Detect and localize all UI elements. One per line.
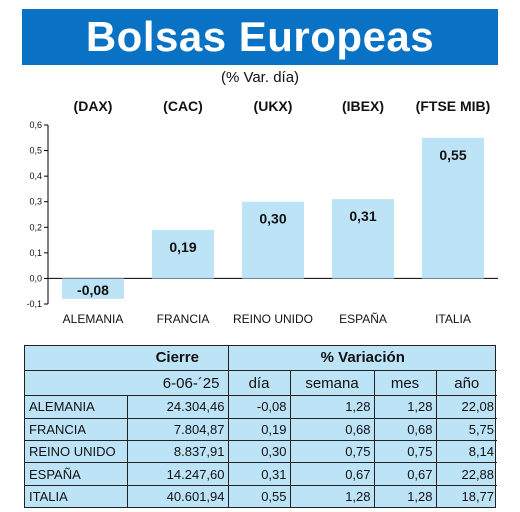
row-dia: 0,31 (227, 462, 290, 486)
y-tick-label: 0,4 (29, 171, 42, 181)
row-ano: 18,77 (435, 485, 498, 507)
table-corner (25, 346, 127, 371)
row-cierre: 8.837,91 (127, 440, 228, 464)
subheader-dia: día (227, 370, 290, 397)
row-name: REINO UNIDO (25, 440, 128, 464)
x-tick-label: ITALIA (435, 312, 471, 326)
row-name: ITALIA (25, 485, 128, 507)
row-cierre: 40.601,94 (166, 488, 225, 504)
row-mes: 0,68 (373, 418, 436, 441)
table-row: REINO UNIDO 8.837,91 0,30 0,75 0,75 8,14 (25, 440, 498, 464)
row-ano: 5,75 (435, 418, 498, 441)
subheader-ano: año (435, 370, 498, 397)
data-label: 0,31 (349, 208, 376, 224)
row-name: ESPAÑA (25, 462, 128, 486)
y-tick-label: 0,1 (29, 248, 42, 258)
row-mes: 1,28 (373, 395, 436, 419)
bar (242, 201, 304, 279)
title-banner: Bolsas Europeas (22, 9, 498, 65)
y-tick-label: 0,0 (29, 273, 42, 283)
row-dia: 0,30 (227, 440, 290, 464)
row-name: FRANCIA (25, 418, 128, 441)
y-tick-label: 0,2 (29, 222, 42, 232)
subheader-date: 6-06-´25 (127, 370, 228, 397)
row-mes: 0,75 (373, 440, 436, 464)
bar (62, 278, 124, 299)
data-label: 0,19 (169, 239, 196, 255)
table-row: FRANCIA 7.804,87 0,19 0,68 0,68 5,75 (25, 418, 498, 441)
x-tick-label: REINO UNIDO (233, 312, 313, 326)
y-tick-label: 0,6 (29, 120, 42, 130)
subheader-mes: mes (373, 370, 436, 397)
row-dia: -0,08 (227, 395, 290, 419)
row-dia: 0,55 (227, 485, 290, 507)
subheader-semana: semana (289, 370, 374, 397)
index-label: (UKX) (254, 98, 293, 114)
row-cierre: 24.304,46 (127, 395, 228, 419)
bar-chart: -0,1 0,0 0,1 0,2 0,3 0,4 0,5 0,6 -0,08 (DAX) ALEMA… (26, 98, 498, 326)
y-tick-label: 0,5 (29, 146, 42, 156)
row-cierre: 14.247,60 (127, 462, 228, 486)
index-label: (CAC) (163, 98, 203, 114)
index-label: (DAX) (74, 98, 113, 114)
row-semana: 1,28 (289, 485, 374, 507)
data-table: Cierre % Variación 6-06-´25 día semana m… (24, 345, 498, 508)
table-row: ESPAÑA 14.247,60 0,31 0,67 0,67 22,88 (25, 462, 498, 486)
row-semana: 1,28 (289, 395, 374, 419)
data-label: 0,30 (259, 211, 286, 227)
x-tick-label: ALEMANIA (63, 312, 124, 326)
header-variacion: % Variación (227, 346, 498, 371)
bar (422, 137, 484, 279)
x-tick-label: ESPAÑA (339, 312, 387, 326)
row-mes: 1,28 (373, 485, 436, 507)
table-row: ITALIA 40.601,94 0,55 1,28 1,28 18,77 (25, 485, 498, 507)
x-tick-label: FRANCIA (157, 312, 210, 326)
row-dia: 0,19 (227, 418, 290, 441)
row-ano: 22,08 (435, 395, 498, 419)
header-cierre: Cierre (127, 346, 228, 371)
table-row: ALEMANIA 24.304,46 -0,08 1,28 1,28 22,08 (25, 395, 498, 419)
y-tick-label: -0,1 (26, 299, 42, 309)
row-ano: 8,14 (435, 440, 498, 464)
index-label: (FTSE MIB) (416, 98, 491, 114)
index-label: (IBEX) (342, 98, 384, 114)
row-semana: 0,68 (289, 418, 374, 441)
row-ano: 22,88 (435, 462, 498, 486)
y-tick-label: 0,3 (29, 197, 42, 207)
subheader-blank (25, 370, 127, 397)
row-name: ALEMANIA (25, 395, 128, 419)
row-mes: 0,67 (373, 462, 436, 486)
row-cierre: 7.804,87 (127, 418, 228, 441)
bar (152, 229, 214, 279)
data-label: -0,08 (77, 282, 109, 298)
bar (332, 199, 394, 279)
row-semana: 0,75 (289, 440, 374, 464)
row-semana: 0,67 (289, 462, 374, 486)
chart-subtitle: (% Var. día) (220, 69, 300, 86)
data-label: 0,55 (439, 147, 466, 163)
